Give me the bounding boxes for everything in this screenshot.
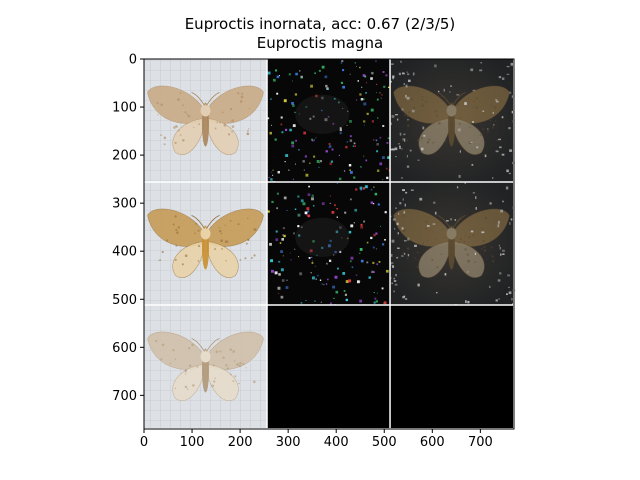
image-panel-2-1 [267,305,391,429]
y-tick-label: 300 [112,197,137,212]
y-tick-label: 200 [112,149,137,164]
image-panel-2-0 [144,305,268,429]
image-panel-0-0 [144,59,268,183]
x-tick-label: 400 [324,435,349,450]
y-tick-label: 700 [112,389,137,404]
x-tick-label: 500 [372,435,397,450]
chart-subtitle: Euproctis magna [256,34,384,52]
y-axis: 0 100 200 300 400 500 600 700 [112,53,144,404]
x-tick-label: 100 [180,435,205,450]
image-panel-1-0 [144,182,268,306]
x-tick-label: 200 [228,435,253,450]
x-axis: 0 100 200 300 400 500 600 700 [140,429,493,450]
image-panel-1-2 [390,182,516,307]
image-panel-0-2 [390,59,516,183]
y-tick-label: 0 [129,53,137,68]
x-tick-label: 300 [276,435,301,450]
y-tick-label: 100 [112,101,137,116]
panel-separators [144,59,514,429]
x-tick-label: 600 [420,435,445,450]
y-tick-label: 400 [112,245,137,260]
y-tick-label: 600 [112,341,137,356]
y-tick-label: 500 [112,293,137,308]
x-tick-label: 0 [140,435,148,450]
x-tick-label: 700 [468,435,493,450]
chart-title: Euproctis inornata, acc: 0.67 (2/3/5) [184,15,456,33]
image-panel-1-1 [267,182,393,307]
image-panel-0-1 [267,59,392,184]
image-panel-2-2 [390,305,514,429]
axes-frame [143,58,515,430]
image-panels [144,59,516,429]
